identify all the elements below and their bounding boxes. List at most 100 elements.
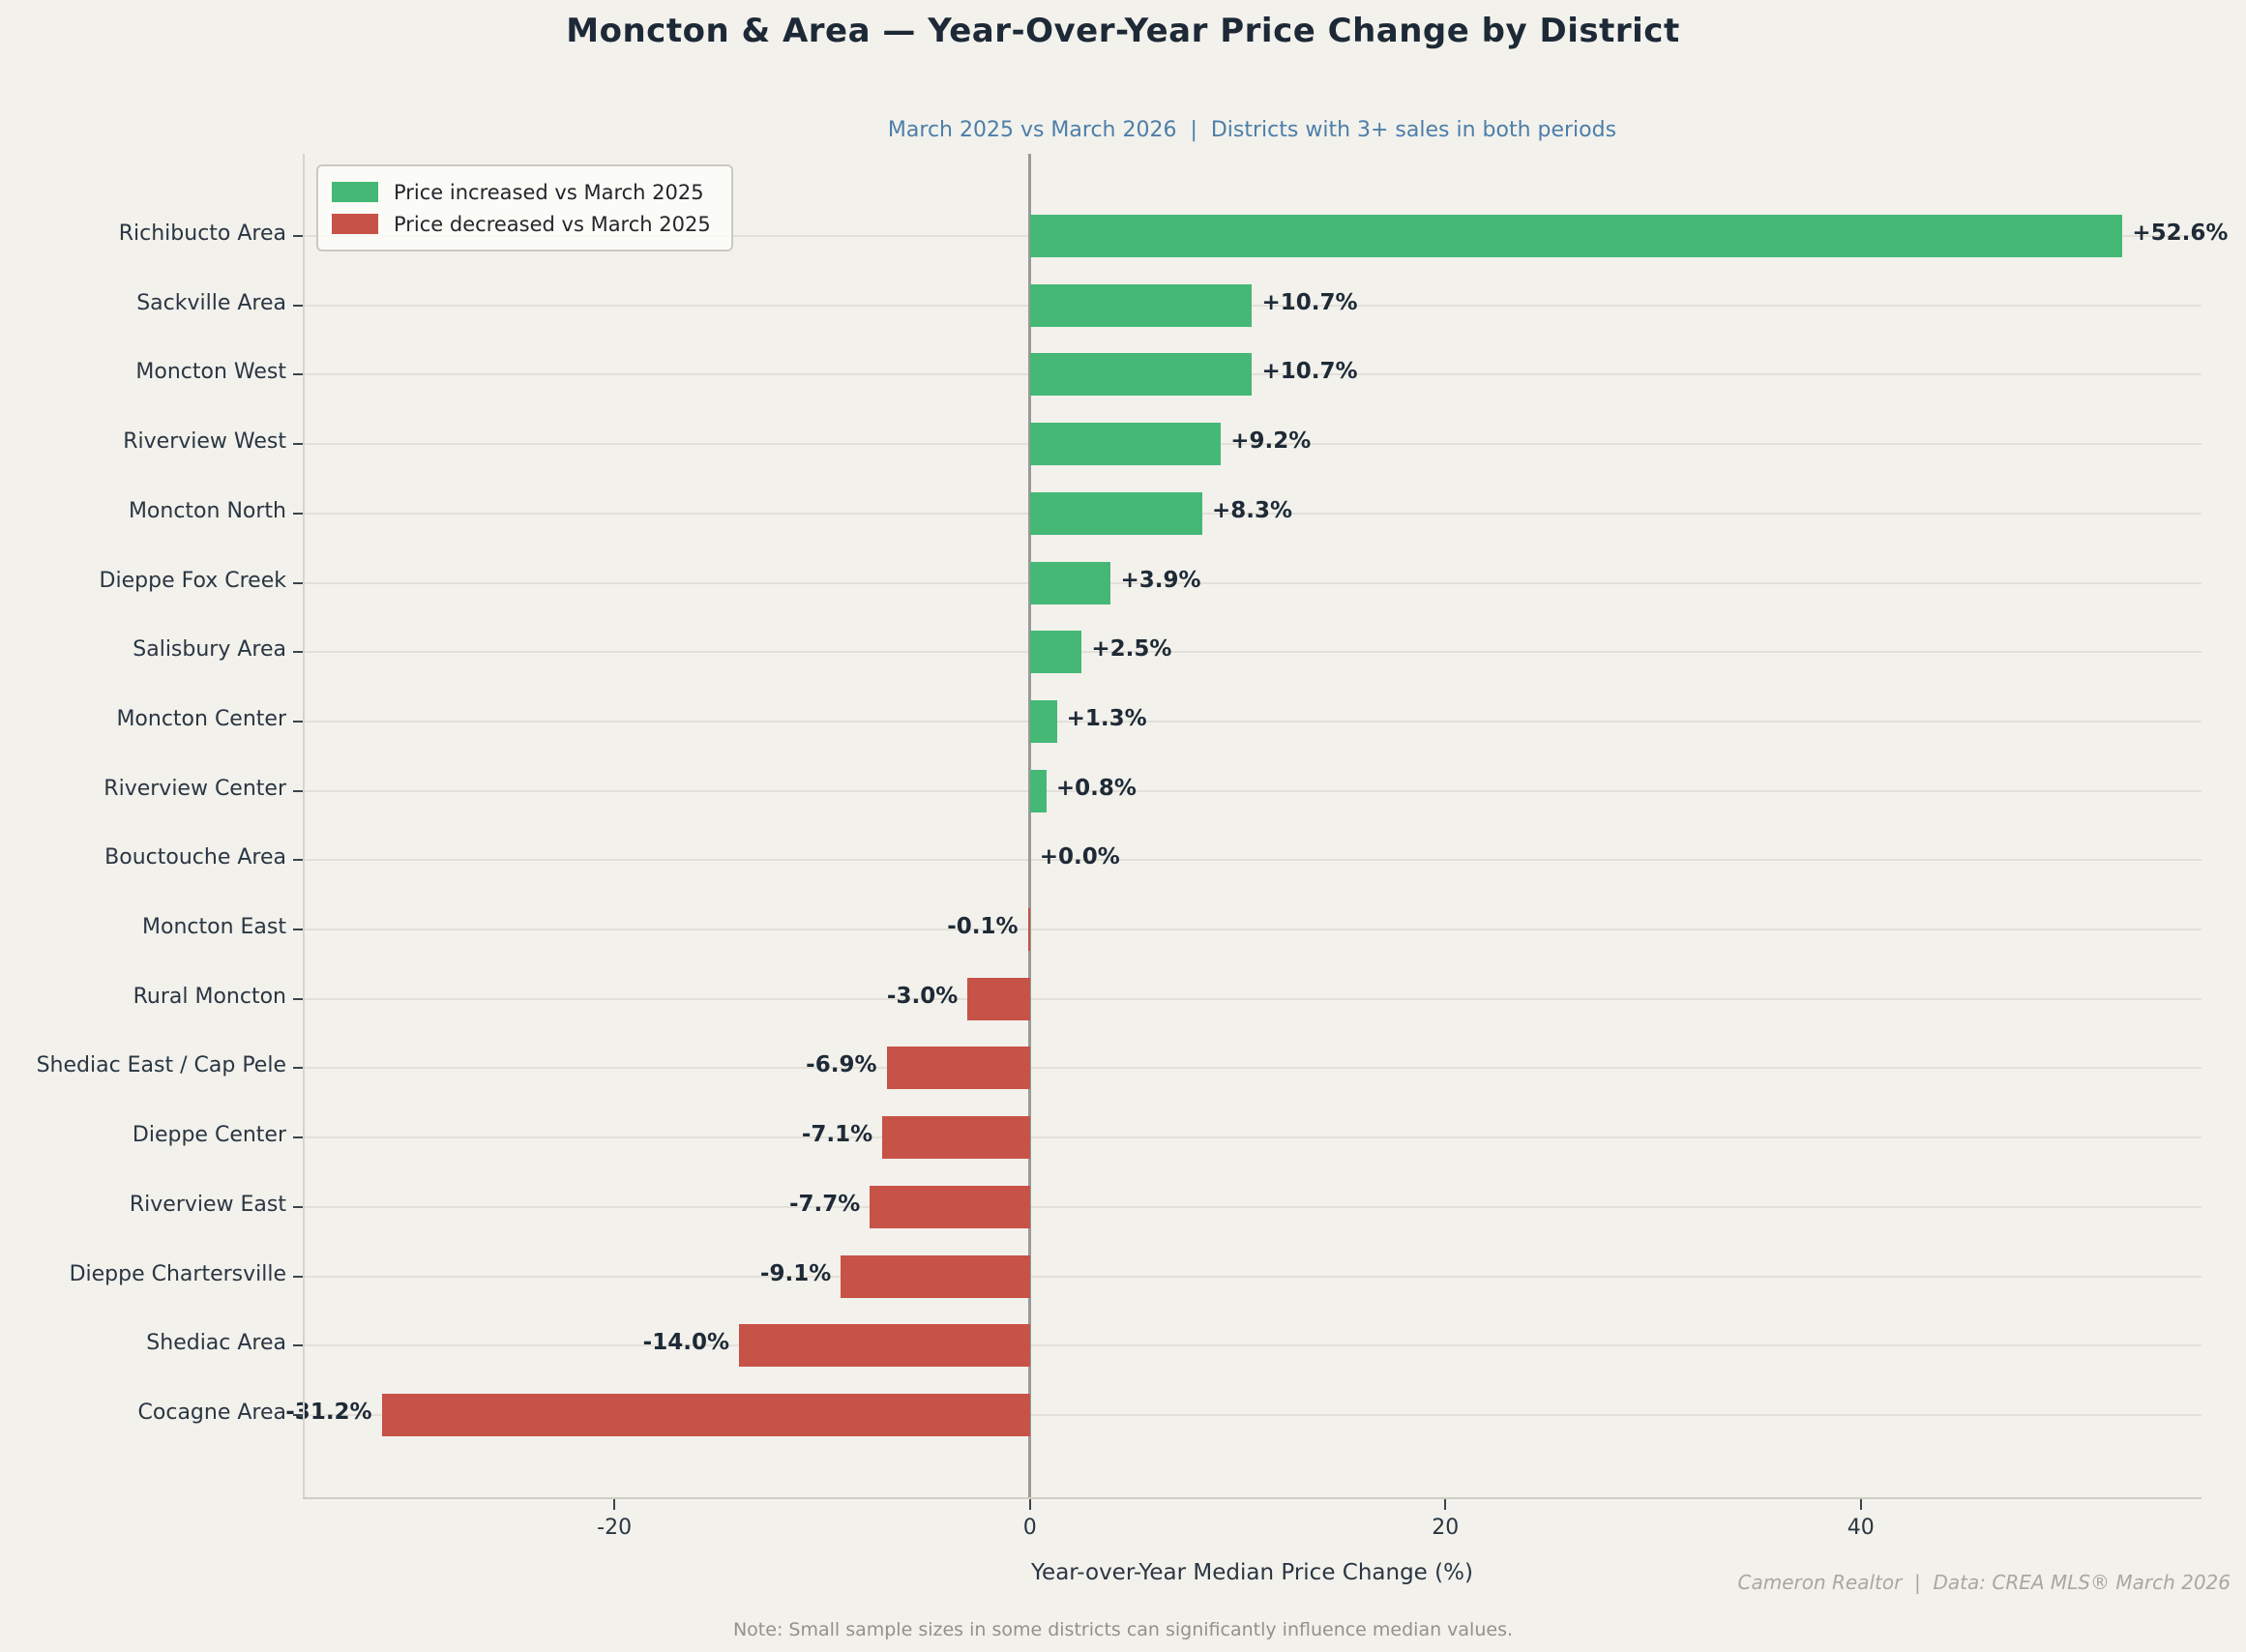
gridline xyxy=(303,789,2202,792)
legend-item-decrease: Price decreased vs March 2025 xyxy=(332,213,718,236)
gridline xyxy=(303,304,2202,307)
source-credit: Cameron Realtor | Data: CREA MLS® March … xyxy=(1737,1571,2231,1594)
bar xyxy=(1029,561,1111,605)
x-axis-tick-label: 40 xyxy=(1847,1516,1875,1540)
y-axis-tick xyxy=(293,1136,304,1139)
bar-value-label: +52.6% xyxy=(2132,221,2229,246)
y-axis-label: Salisbury Area xyxy=(133,637,286,663)
zero-reference-line xyxy=(1028,154,1032,1498)
y-axis-label: Shediac East / Cap Pele xyxy=(36,1053,286,1078)
gridline xyxy=(303,859,2202,862)
bar-value-label: +9.2% xyxy=(1230,428,1312,455)
y-axis-label: Moncton Center xyxy=(116,706,286,731)
x-axis-tick-label: 0 xyxy=(1022,1516,1037,1540)
y-axis-tick xyxy=(293,1413,304,1416)
y-axis-spine xyxy=(303,154,305,1497)
gridline xyxy=(303,512,2202,515)
bar-value-label: +0.0% xyxy=(1039,844,1120,870)
legend-swatch-red xyxy=(332,214,378,234)
gridline xyxy=(303,373,2202,376)
y-axis-tick xyxy=(293,859,304,862)
y-axis-label: Sackville Area xyxy=(136,290,286,315)
bar-value-label: +0.8% xyxy=(1055,775,1137,801)
y-axis-tick xyxy=(293,720,304,723)
y-axis-tick xyxy=(293,997,304,1000)
footnote: Note: Small sample sizes in some distric… xyxy=(732,1619,1514,1640)
bar-value-label: -14.0% xyxy=(642,1330,730,1356)
x-axis-tick xyxy=(1028,1497,1031,1510)
y-axis-label: Richibucto Area xyxy=(118,221,286,246)
y-axis-tick xyxy=(293,581,304,584)
gridline xyxy=(303,581,2202,584)
gridline xyxy=(303,651,2202,654)
x-axis-title: Year-over-Year Median Price Change (%) xyxy=(1031,1560,1473,1585)
x-axis-tick xyxy=(613,1497,616,1510)
bar-value-label: -7.1% xyxy=(801,1122,873,1148)
bar xyxy=(1029,491,1202,535)
x-axis-tick-label: 20 xyxy=(1432,1516,1460,1540)
bar xyxy=(1029,353,1253,397)
gridline xyxy=(303,1067,2202,1070)
bar xyxy=(1029,631,1082,674)
y-axis-label: Bouctouche Area xyxy=(104,845,286,870)
legend-label: Price increased vs March 2025 xyxy=(394,180,704,204)
gridline xyxy=(303,929,2202,930)
bar xyxy=(1029,215,2123,257)
y-axis-tick xyxy=(293,443,304,446)
bar-value-label: +2.5% xyxy=(1091,636,1172,663)
bar xyxy=(381,1393,1030,1436)
bar xyxy=(841,1254,1030,1298)
y-axis-tick xyxy=(293,304,304,307)
bar xyxy=(1029,769,1047,812)
gridline xyxy=(303,443,2202,446)
bar-value-label: +10.7% xyxy=(1261,359,1358,385)
y-axis-tick xyxy=(293,929,304,930)
y-axis-tick xyxy=(293,1067,304,1070)
legend-item-increase: Price increased vs March 2025 xyxy=(332,181,718,204)
gridline xyxy=(303,1136,2202,1139)
x-axis-spine xyxy=(303,1497,2202,1499)
y-axis-label: Dieppe Chartersville xyxy=(69,1261,286,1286)
y-axis-label: Shediac Area xyxy=(146,1331,286,1356)
y-axis-label: Moncton East xyxy=(142,915,286,939)
bar-value-label: +10.7% xyxy=(1261,289,1358,315)
x-axis-tick xyxy=(1444,1497,1447,1510)
y-axis-tick xyxy=(293,373,304,376)
y-axis-label: Riverview East xyxy=(129,1192,286,1217)
bar xyxy=(1029,283,1253,327)
x-axis-tick-label: -20 xyxy=(597,1516,633,1540)
gridline xyxy=(303,997,2202,1000)
y-axis-tick xyxy=(293,651,304,654)
y-axis-label: Dieppe Center xyxy=(132,1123,286,1148)
bar xyxy=(1029,423,1222,466)
y-axis-tick xyxy=(293,1275,304,1278)
y-axis-label: Riverview West xyxy=(123,429,286,455)
y-axis-tick xyxy=(293,235,304,237)
gridline xyxy=(303,1344,2202,1347)
y-axis-tick xyxy=(293,789,304,792)
bar-value-label: +3.9% xyxy=(1120,567,1201,593)
bar-value-label: -7.7% xyxy=(788,1191,861,1217)
bar xyxy=(1029,699,1057,743)
bar-value-label: -0.1% xyxy=(947,914,1019,939)
gridline xyxy=(303,1205,2202,1208)
bar-value-label: +1.3% xyxy=(1066,705,1147,731)
bar xyxy=(1027,908,1030,951)
x-axis-tick xyxy=(1859,1497,1862,1510)
y-axis-label: Rural Moncton xyxy=(133,984,286,1009)
bar xyxy=(882,1116,1030,1160)
gridline xyxy=(303,1413,2202,1416)
legend-label: Price decreased vs March 2025 xyxy=(394,212,711,236)
y-axis-tick xyxy=(293,1344,304,1347)
y-axis-label: Dieppe Fox Creek xyxy=(99,568,286,593)
y-axis-label: Moncton West xyxy=(135,360,286,385)
gridline xyxy=(303,1275,2202,1278)
bar xyxy=(967,977,1030,1020)
y-axis-label: Cocagne Area xyxy=(137,1400,286,1425)
bar-value-label: -3.0% xyxy=(886,983,959,1009)
chart-title: Moncton & Area — Year-Over-Year Price Ch… xyxy=(566,12,1680,50)
bar xyxy=(870,1185,1030,1228)
bar-value-label: +8.3% xyxy=(1211,497,1293,523)
y-axis-label: Riverview Center xyxy=(103,776,286,801)
